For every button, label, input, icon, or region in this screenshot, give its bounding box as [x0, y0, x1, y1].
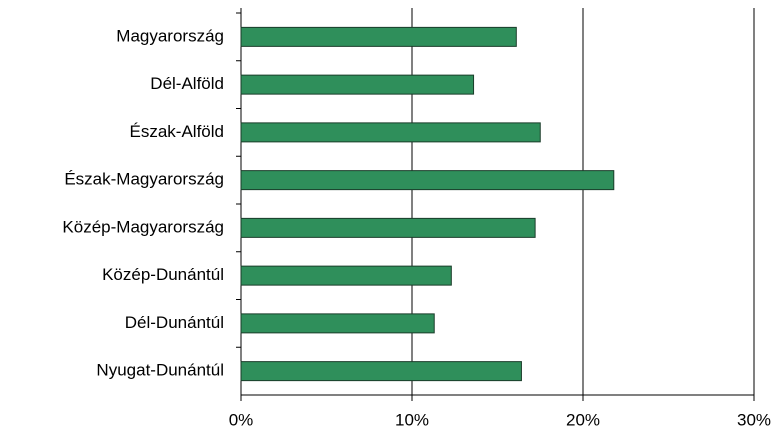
bar — [240, 361, 522, 382]
bar — [240, 265, 452, 286]
bar — [240, 122, 541, 143]
x-tick-label: 0% — [229, 410, 254, 429]
bar — [240, 217, 536, 238]
bar — [240, 313, 435, 334]
x-tick-label: 20% — [566, 410, 600, 429]
bar — [240, 26, 517, 47]
y-tick-label: Dél-Dunántúl — [125, 313, 224, 332]
y-tick-label: Közép-Dunántúl — [102, 265, 224, 284]
y-tick-label: Észak-Magyarország — [64, 170, 224, 189]
x-tick-label: 30% — [737, 410, 771, 429]
bar — [240, 170, 615, 191]
y-tick-label: Észak-Alföld — [130, 122, 224, 141]
y-tick-label: Közép-Magyarország — [62, 217, 224, 236]
x-tick-label: 10% — [395, 410, 429, 429]
y-tick-label: Magyarország — [116, 26, 224, 45]
y-tick-label: Dél-Alföld — [150, 74, 224, 93]
bar — [240, 74, 475, 95]
y-tick-label: Nyugat-Dunántúl — [96, 361, 224, 380]
